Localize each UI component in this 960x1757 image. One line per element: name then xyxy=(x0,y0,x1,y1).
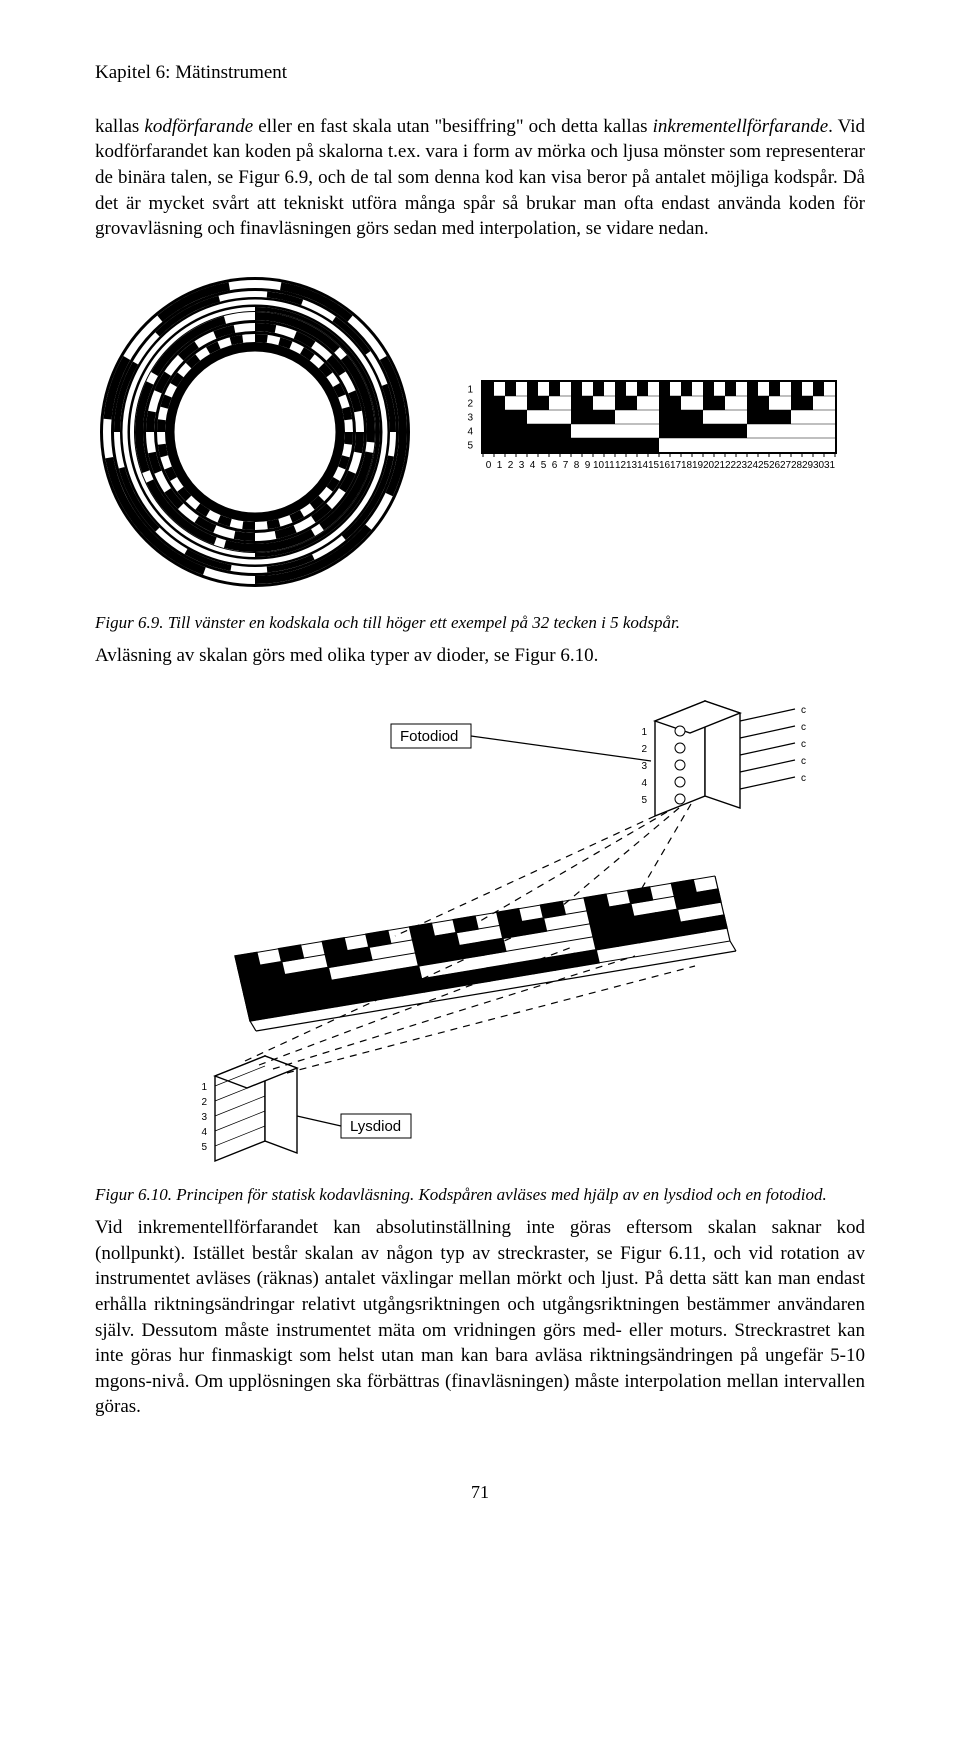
svg-text:4: 4 xyxy=(467,426,473,437)
svg-text:22: 22 xyxy=(725,460,737,471)
p1-text-a: kallas xyxy=(95,116,144,137)
svg-text:11: 11 xyxy=(604,460,615,471)
svg-text:8: 8 xyxy=(574,460,580,471)
svg-text:3: 3 xyxy=(641,761,647,772)
page-number: 71 xyxy=(95,1480,865,1504)
svg-text:4: 4 xyxy=(530,460,536,471)
svg-text:Fotodiod: Fotodiod xyxy=(400,728,458,745)
svg-text:7: 7 xyxy=(563,460,569,471)
figure-6-10: 1 c 2 c 3 c 4 c 5 c Fotodiod 1 2 3 4 5 Lysdiod xyxy=(95,686,865,1174)
p1-term-2: inkrementellförfarande xyxy=(653,116,829,137)
svg-text:c: c xyxy=(801,773,806,784)
svg-text:c: c xyxy=(801,739,806,750)
svg-text:2: 2 xyxy=(641,744,647,755)
svg-text:14: 14 xyxy=(637,460,649,471)
svg-text:2: 2 xyxy=(508,460,514,471)
svg-text:4: 4 xyxy=(641,778,647,789)
svg-text:24: 24 xyxy=(747,460,759,471)
svg-text:c: c xyxy=(801,722,806,733)
svg-text:3: 3 xyxy=(519,460,525,471)
svg-text:13: 13 xyxy=(626,460,638,471)
svg-text:18: 18 xyxy=(681,460,693,471)
svg-text:16: 16 xyxy=(659,460,671,471)
svg-text:c: c xyxy=(801,756,806,767)
svg-text:4: 4 xyxy=(201,1127,207,1138)
svg-text:19: 19 xyxy=(692,460,704,471)
svg-text:1: 1 xyxy=(497,460,503,471)
svg-text:26: 26 xyxy=(769,460,781,471)
svg-text:3: 3 xyxy=(201,1112,207,1123)
svg-text:2: 2 xyxy=(201,1097,207,1108)
p1-term-1: kodförfarande xyxy=(144,116,253,137)
svg-text:6: 6 xyxy=(552,460,558,471)
figure-6-9-after: Avläsning av skalan görs med olika typer… xyxy=(95,643,865,669)
paragraph-1: kallas kodförfarande eller en fast skala… xyxy=(95,114,865,242)
svg-text:3: 3 xyxy=(467,412,473,423)
svg-text:5: 5 xyxy=(201,1142,207,1153)
svg-text:28: 28 xyxy=(791,460,803,471)
svg-text:25: 25 xyxy=(758,460,770,471)
svg-text:23: 23 xyxy=(736,460,748,471)
svg-text:2: 2 xyxy=(467,398,473,409)
svg-text:15: 15 xyxy=(648,460,660,471)
chapter-header: Kapitel 6: Mätinstrument xyxy=(95,60,865,86)
svg-text:17: 17 xyxy=(670,460,682,471)
svg-text:c: c xyxy=(801,705,806,716)
svg-text:31: 31 xyxy=(824,460,836,471)
svg-text:10: 10 xyxy=(593,460,605,471)
svg-text:21: 21 xyxy=(714,460,726,471)
svg-text:5: 5 xyxy=(541,460,547,471)
figure-6-9: 1234501234567891011121314151617181920212… xyxy=(95,272,865,592)
svg-text:1: 1 xyxy=(641,727,647,738)
svg-text:12: 12 xyxy=(615,460,627,471)
figure-6-9-ring xyxy=(95,272,415,592)
svg-text:1: 1 xyxy=(467,384,473,395)
paragraph-2: Vid inkrementellförfarandet kan absoluti… xyxy=(95,1215,865,1420)
svg-text:5: 5 xyxy=(467,440,473,451)
svg-text:27: 27 xyxy=(780,460,792,471)
svg-text:30: 30 xyxy=(813,460,825,471)
svg-text:5: 5 xyxy=(641,795,647,806)
svg-text:1: 1 xyxy=(201,1082,207,1093)
p1-text-b: eller en fast skala utan "besiffring" oc… xyxy=(253,116,652,137)
figure-6-9-strip: 1234501234567891011121314151617181920212… xyxy=(445,372,865,492)
figure-6-9-caption: Figur 6.9. Till vänster en kodskala och … xyxy=(95,612,865,635)
figure-6-10-diagram: 1 c 2 c 3 c 4 c 5 c Fotodiod 1 2 3 4 5 Lysdiod xyxy=(95,686,865,1166)
svg-text:0: 0 xyxy=(486,460,492,471)
svg-text:Lysdiod: Lysdiod xyxy=(350,1118,401,1135)
svg-text:29: 29 xyxy=(802,460,814,471)
svg-text:20: 20 xyxy=(703,460,715,471)
svg-text:9: 9 xyxy=(585,460,591,471)
figure-6-10-caption: Figur 6.10. Principen för statisk kodavl… xyxy=(95,1184,865,1207)
